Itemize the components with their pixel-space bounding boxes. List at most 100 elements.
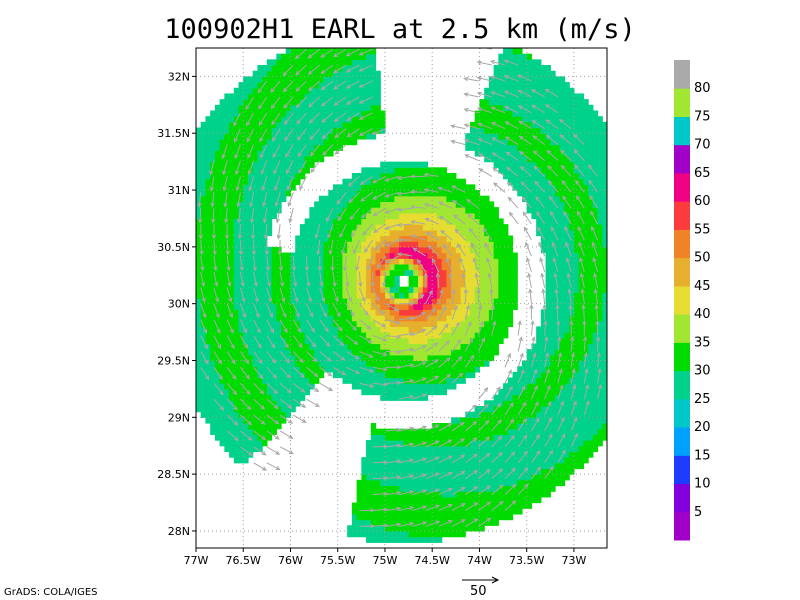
- wind-cell: [460, 525, 466, 532]
- wind-cell: [347, 246, 353, 254]
- wind-cell: [243, 235, 249, 242]
- wind-cell: [470, 315, 476, 322]
- wind-cell: [521, 53, 528, 60]
- wind-cell: [512, 252, 518, 259]
- wind-cell: [196, 235, 202, 242]
- wind-cell: [484, 496, 490, 504]
- wind-cell: [266, 326, 273, 333]
- wind-cell: [243, 144, 249, 151]
- wind-cell: [422, 320, 429, 328]
- wind-cell: [550, 76, 556, 83]
- wind-cell: [314, 366, 320, 373]
- wind-cell: [262, 138, 268, 146]
- wind-cell: [281, 133, 287, 140]
- wind-cell: [493, 332, 499, 339]
- wind-cell: [517, 155, 523, 163]
- wind-cell: [375, 519, 381, 526]
- wind-cell: [540, 445, 547, 453]
- wind-cell: [366, 513, 372, 521]
- wind-cell: [247, 127, 254, 134]
- wind-cell: [200, 320, 207, 328]
- wind-cell: [531, 178, 537, 185]
- wind-cell: [573, 235, 580, 242]
- wind-cell: [266, 184, 273, 191]
- wind-cell: [399, 326, 405, 333]
- wind-cell: [389, 377, 396, 384]
- wind-cell: [394, 485, 400, 492]
- wind-cell: [271, 212, 277, 220]
- wind-cell: [342, 286, 348, 293]
- wind-cell: [559, 93, 566, 100]
- wind-cell: [314, 224, 320, 231]
- wind-cell: [276, 246, 282, 254]
- wind-cell: [503, 462, 509, 470]
- wind-cell: [446, 530, 452, 538]
- wind-cell: [559, 167, 566, 174]
- wind-cell: [200, 178, 207, 185]
- wind-cell: [394, 275, 400, 282]
- wind-cell: [540, 383, 547, 390]
- wind-cell: [503, 502, 509, 509]
- wind-cell: [257, 394, 263, 401]
- wind-cell: [418, 315, 424, 322]
- wind-cell: [451, 298, 457, 305]
- wind-cell: [252, 167, 259, 174]
- wind-cell: [503, 423, 509, 430]
- wind-cell: [205, 354, 211, 362]
- wind-cell: [455, 235, 462, 242]
- wind-cell: [380, 178, 386, 185]
- wind-cell: [526, 479, 533, 487]
- wind-cell: [526, 360, 533, 367]
- wind-cell: [266, 167, 273, 174]
- wind-cell: [451, 258, 457, 265]
- wind-cell: [394, 451, 400, 458]
- wind-cell: [540, 377, 547, 384]
- wind-cell: [418, 388, 424, 396]
- wind-cell: [399, 428, 405, 435]
- wind-cell: [413, 349, 419, 356]
- wind-cell: [403, 309, 410, 316]
- wind-cell: [526, 349, 533, 356]
- wind-cell: [451, 479, 457, 487]
- wind-cell: [460, 513, 466, 521]
- wind-cell: [196, 138, 202, 146]
- wind-cell: [366, 116, 372, 123]
- wind-cell: [436, 479, 443, 487]
- wind-cell: [247, 417, 254, 424]
- wind-cell: [266, 315, 273, 322]
- wind-cell: [370, 93, 377, 100]
- wind-cell: [333, 258, 339, 265]
- wind-cell: [262, 337, 268, 345]
- wind-cell: [498, 167, 504, 174]
- wind-cell: [299, 263, 306, 271]
- wind-cell: [573, 405, 580, 413]
- wind-cell: [555, 377, 561, 384]
- wind-cell: [465, 337, 471, 345]
- wind-cell: [243, 184, 249, 191]
- wind-cell: [564, 298, 570, 305]
- wind-cell: [252, 235, 259, 242]
- wind-cell: [545, 383, 551, 390]
- wind-cell: [361, 235, 367, 242]
- wind-cell: [257, 428, 263, 435]
- wind-cell: [380, 360, 386, 367]
- wind-cell: [536, 354, 542, 362]
- wind-cell: [479, 428, 485, 435]
- wind-cell: [427, 241, 433, 248]
- wind-cell: [493, 485, 499, 492]
- wind-cell: [550, 326, 556, 333]
- wind-cell: [564, 167, 570, 174]
- wind-cell: [257, 218, 263, 225]
- wind-cell: [550, 298, 556, 305]
- wind-cell: [243, 405, 249, 413]
- wind-cell: [540, 241, 547, 248]
- wind-cell: [451, 525, 457, 532]
- wind-cell: [276, 400, 282, 407]
- wind-cell: [413, 360, 419, 367]
- wind-cell: [446, 184, 452, 191]
- wind-cell: [281, 190, 287, 197]
- wind-cell: [210, 241, 216, 248]
- wind-cell: [436, 485, 443, 492]
- wind-cell: [238, 133, 244, 140]
- wind-cell: [238, 388, 244, 396]
